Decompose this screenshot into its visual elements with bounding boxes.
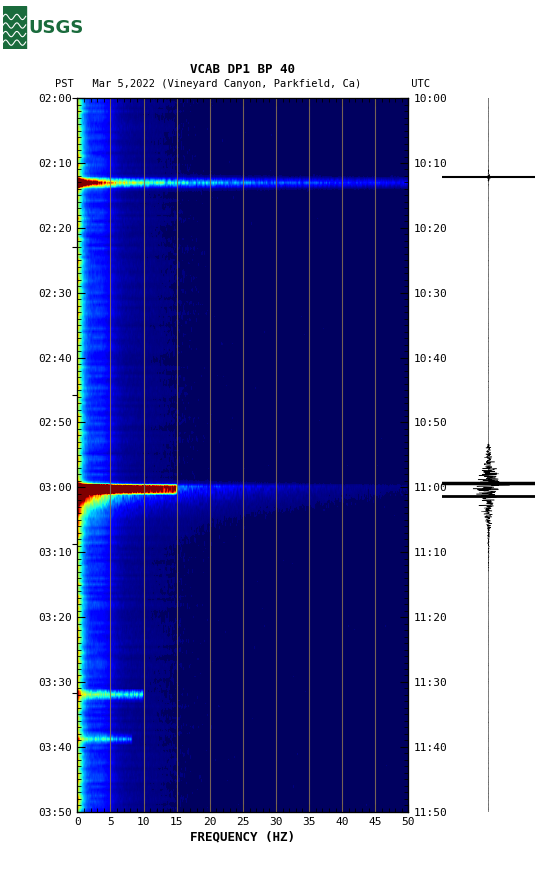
Bar: [3, 6, 26, 49]
Text: VCAB DP1 BP 40: VCAB DP1 BP 40: [190, 62, 295, 76]
Text: PST   Mar 5,2022 (Vineyard Canyon, Parkfield, Ca)        UTC: PST Mar 5,2022 (Vineyard Canyon, Parkfie…: [55, 79, 431, 89]
X-axis label: FREQUENCY (HZ): FREQUENCY (HZ): [190, 830, 295, 844]
Text: USGS: USGS: [29, 19, 84, 37]
